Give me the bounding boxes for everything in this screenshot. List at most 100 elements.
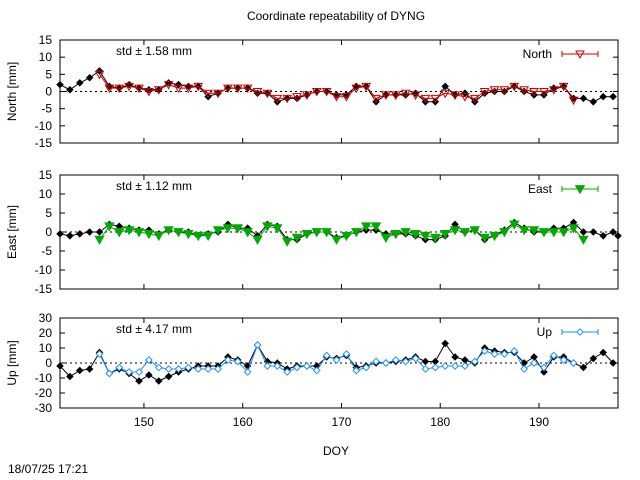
- up-data-point: [559, 356, 568, 364]
- east-data-point: [123, 226, 135, 236]
- east-data-point: [370, 222, 382, 232]
- up-data-point: [312, 366, 321, 375]
- up-data-point: [293, 363, 301, 372]
- up-reference-point: [145, 371, 153, 379]
- north-data-point: [223, 84, 233, 94]
- north-reference-point: [66, 86, 74, 94]
- east-data-point: [143, 229, 155, 240]
- north-y-tick-label: 0: [45, 85, 52, 99]
- timestamp: 18/07/25 17:21: [8, 462, 88, 476]
- east-data-point: [489, 231, 500, 242]
- up-y-tick-label: 0: [45, 356, 52, 370]
- up-reference-point: [540, 368, 548, 376]
- up-reference-point: [75, 366, 84, 375]
- east-data-point: [193, 231, 204, 242]
- east-data-point: [212, 226, 224, 236]
- north-data-point: [124, 82, 134, 92]
- up-reference-point: [154, 377, 163, 385]
- up-data-point: [431, 363, 440, 372]
- north-data-point: [94, 70, 105, 80]
- up-y-tick-label: 10: [39, 341, 53, 355]
- east-data-point: [479, 233, 490, 244]
- east-y-tick-label: -5: [41, 244, 52, 258]
- east-data-point: [183, 229, 194, 240]
- north-data-point: [400, 89, 411, 99]
- north-data-point: [193, 82, 204, 92]
- up-data-point: [253, 341, 262, 349]
- north-data-point: [321, 88, 332, 97]
- up-legend-marker: [576, 328, 584, 336]
- east-data-point: [568, 224, 579, 234]
- up-y-tick-label: -20: [35, 386, 53, 400]
- up-data-point: [520, 365, 529, 373]
- east-data-point: [114, 228, 125, 238]
- east-data-point: [439, 229, 451, 240]
- up-data-point: [214, 365, 222, 373]
- east-data-point: [104, 222, 115, 232]
- east-data-point: [518, 226, 530, 236]
- up-reference-point: [421, 357, 430, 366]
- east-data-point: [499, 228, 510, 238]
- north-reference-point: [75, 79, 84, 87]
- north-series-line: [99, 74, 575, 101]
- up-data-point: [95, 350, 104, 358]
- north-data-point: [420, 94, 431, 104]
- north-y-tick-label: 5: [45, 67, 52, 81]
- north-data-point: [242, 84, 253, 94]
- east-data-point: [341, 231, 352, 242]
- east-data-point: [321, 228, 332, 238]
- east-data-point: [252, 235, 263, 245]
- x-tick-label: 180: [430, 415, 450, 429]
- up-data-point: [510, 347, 519, 355]
- up-reference-point: [579, 363, 588, 372]
- north-reference-point: [589, 98, 598, 106]
- east-data-point: [420, 231, 431, 242]
- up-reference-point: [589, 354, 598, 363]
- east-reference-point: [66, 232, 74, 240]
- up-reference-point: [164, 372, 173, 381]
- north-data-point: [114, 84, 125, 94]
- north-data-point: [153, 86, 164, 95]
- up-data-point: [332, 356, 341, 364]
- north-data-point: [311, 88, 322, 97]
- east-data-point: [360, 222, 372, 232]
- east-data-point: [173, 228, 184, 238]
- up-data-point: [451, 362, 459, 370]
- up-data-point: [480, 347, 489, 355]
- up-y-tick-label: 20: [39, 326, 53, 340]
- up-data-point: [322, 351, 331, 360]
- north-data-point: [410, 91, 421, 100]
- up-data-point: [115, 363, 124, 372]
- up-data-point: [125, 368, 134, 376]
- east-data-point: [578, 235, 589, 245]
- up-reference-point: [135, 377, 143, 385]
- up-data-point: [490, 350, 499, 358]
- east-y-axis-label: East [mm]: [5, 205, 19, 259]
- east-data-point: [281, 237, 293, 247]
- north-data-point: [331, 93, 342, 102]
- east-panel: 15 10 5 0 -5 -10 -15 East [mm] std ± 1.12 mm East: [5, 168, 622, 296]
- east-data-point: [222, 224, 234, 234]
- up-data-point: [461, 362, 469, 370]
- north-y-tick-label: -10: [35, 119, 53, 133]
- north-data-point: [351, 84, 362, 94]
- east-data-point: [94, 235, 105, 245]
- north-data-point: [292, 93, 302, 102]
- up-data-point: [441, 362, 450, 370]
- up-data-point: [194, 365, 203, 373]
- east-legend-marker: [574, 185, 586, 195]
- east-data-point: [153, 231, 164, 242]
- north-reference-point: [599, 92, 607, 101]
- east-reference-point: [56, 230, 64, 238]
- east-data-point: [301, 229, 313, 240]
- north-data-point: [341, 93, 352, 102]
- x-tick-label: 150: [134, 415, 154, 429]
- east-reference-point: [609, 228, 617, 236]
- north-data-point: [529, 88, 539, 97]
- north-data-point: [460, 93, 470, 102]
- east-y-tick-label: 10: [39, 187, 53, 201]
- east-legend-label: East: [528, 182, 553, 196]
- up-data-point: [470, 357, 479, 366]
- east-data-point: [558, 228, 569, 238]
- up-reference-point: [451, 353, 459, 361]
